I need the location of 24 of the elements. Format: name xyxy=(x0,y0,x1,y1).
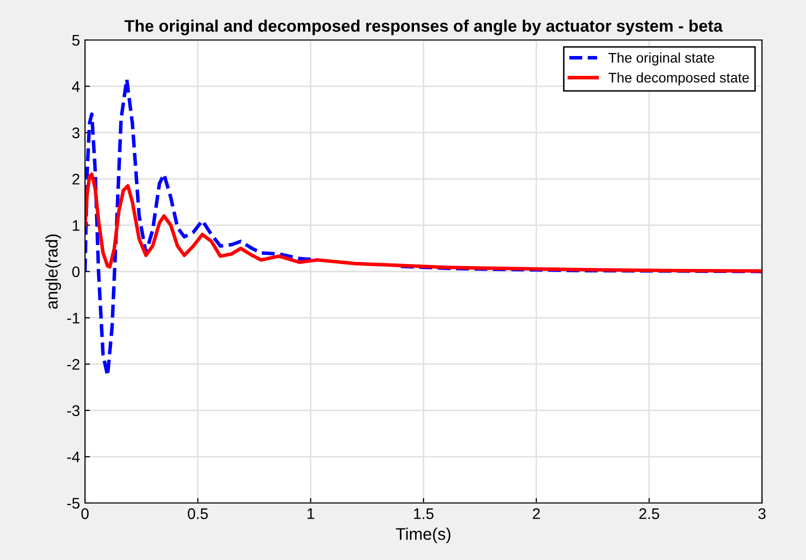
y-tick-label: 0 xyxy=(72,266,80,278)
y-axis-title: angle(rad) xyxy=(45,234,61,309)
y-tick-label: -3 xyxy=(67,405,80,416)
legend-label: The original state xyxy=(608,52,714,66)
y-tick-label: -5 xyxy=(67,498,80,509)
y-tick-label: -2 xyxy=(67,358,80,370)
x-tick-label: 1 xyxy=(308,508,314,519)
y-tick-label: -4 xyxy=(67,452,80,462)
x-tick-label: 0 xyxy=(81,508,89,520)
y-tick-label: 4 xyxy=(72,81,80,92)
x-tick-label: 3 xyxy=(758,508,766,520)
x-tick-label: 1.5 xyxy=(414,508,434,520)
y-tick-label: -1 xyxy=(67,312,80,324)
line-series xyxy=(85,172,762,273)
legend-label: The decomposed state xyxy=(608,72,749,86)
y-tick-label: 5 xyxy=(72,35,80,46)
x-axis-title: Time(s) xyxy=(396,528,450,544)
x-tick-label: 0.5 xyxy=(188,508,208,520)
x-tick-label: 2 xyxy=(532,508,540,519)
y-tick-label: 1 xyxy=(72,220,80,231)
chart-title: The original and decomposed responses of angle by actuator system - beta xyxy=(124,20,723,36)
y-tick-label: 2 xyxy=(72,174,80,184)
x-tick-label: 2.5 xyxy=(639,508,660,520)
y-tick-label: 3 xyxy=(72,127,80,138)
